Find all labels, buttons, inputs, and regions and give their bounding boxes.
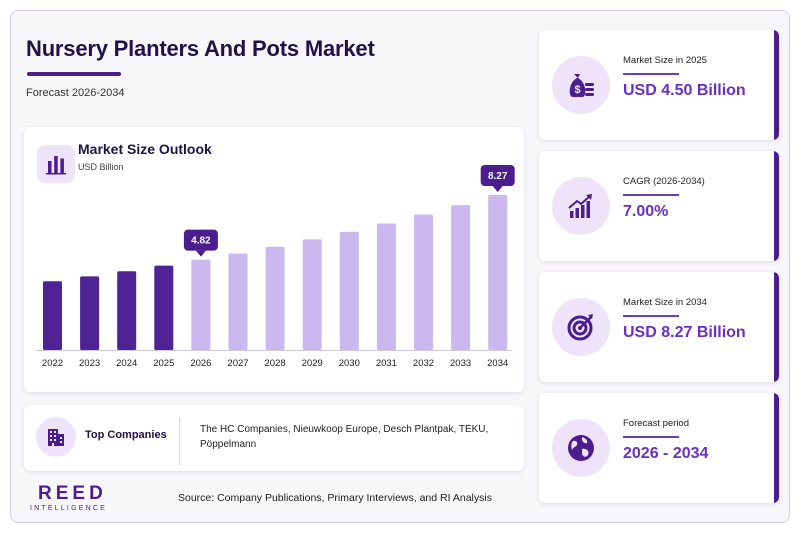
stat-label: Market Size in 2025 (623, 55, 707, 66)
stat-value: 2026 - 2034 (623, 445, 709, 462)
bar-2028 (265, 246, 285, 350)
x-tick-label: 2027 (227, 358, 248, 369)
source-note: Source: Company Publications, Primary In… (178, 492, 492, 504)
stat-value: USD 8.27 Billion (623, 324, 746, 341)
title-underline (27, 72, 121, 76)
card-accent-bar (774, 151, 779, 261)
x-tick-label: 2024 (116, 358, 137, 369)
x-tick-label: 2023 (79, 358, 100, 369)
data-label: 4.82 (191, 236, 211, 247)
chart-title: Market Size Outlook (78, 141, 212, 157)
bar-2029 (302, 239, 322, 350)
divider (179, 417, 180, 465)
building-icon (36, 417, 76, 457)
svg-text:$: $ (574, 84, 580, 96)
x-tick-label: 2028 (265, 358, 286, 369)
chart-unit-label: USD Billion (78, 162, 124, 172)
stat-label: Forecast period (623, 418, 690, 429)
bar-2022 (43, 281, 62, 350)
bar-chart: 2022 2023 2024 2025 2026 4.82 2027 2028 2029 2030… (36, 165, 515, 369)
bar-2026 (191, 259, 211, 350)
callout-box (183, 229, 218, 251)
logo-tagline: INTELLIGENCE (30, 505, 107, 512)
x-tick-label: 2033 (450, 358, 471, 369)
stat-label: CAGR (2026-2034) (623, 176, 705, 187)
callout-2034: 8.27 (480, 165, 515, 192)
bar-2034 (488, 195, 508, 350)
bar-2024 (117, 271, 137, 350)
x-tick-label: 2022 (42, 358, 63, 369)
data-label: 8.27 (488, 171, 508, 182)
page-subtitle: Forecast 2026-2034 (26, 87, 125, 99)
stat-card-forecast-period: Forecast period 2026 - 2034 (539, 393, 779, 503)
chart-card: Market Size Outlook USD Billion 2022 2023… (24, 127, 524, 392)
callout-pointer (492, 186, 503, 192)
stat-rule (623, 436, 679, 438)
money-bag-icon: $ (552, 56, 610, 114)
stat-rule (623, 315, 679, 317)
bar-2031 (376, 223, 396, 350)
logo-wordmark: REED (38, 483, 107, 504)
callout-box (480, 165, 515, 186)
stat-value: USD 4.50 Billion (623, 82, 746, 99)
callout-2026: 4.82 (183, 229, 218, 257)
stat-rule (623, 194, 679, 196)
stat-card-cagr: CAGR (2026-2034) 7.00% (539, 151, 779, 261)
stat-card-market-size-2034: Market Size in 2034 USD 8.27 Billion (539, 272, 779, 382)
bar-2027 (228, 253, 248, 350)
x-tick-label: 2031 (376, 358, 397, 369)
top-companies-label: Top Companies (85, 429, 167, 441)
x-tick-label: 2026 (190, 358, 211, 369)
bar-2025 (154, 265, 174, 350)
bar-2030 (339, 231, 359, 350)
stat-rule (623, 73, 679, 75)
x-tick-label: 2025 (153, 358, 174, 369)
card-accent-bar (774, 393, 779, 503)
x-tick-label: 2029 (302, 358, 323, 369)
x-tick-label: 2034 (487, 358, 508, 369)
top-companies-list: The HC Companies, Nieuwkoop Europe, Desc… (200, 424, 489, 450)
bar-2023 (80, 276, 100, 350)
bar-chart-icon (37, 145, 75, 183)
stat-card-market-size-2025: $ Market Size in 2025 USD 4.50 Billion (539, 30, 779, 140)
card-accent-bar (774, 30, 779, 140)
bar-2033 (451, 205, 471, 350)
x-tick-label: 2032 (413, 358, 434, 369)
target-icon (552, 298, 610, 356)
globe-icon (552, 419, 610, 477)
page-title: Nursery Planters And Pots Market (26, 36, 375, 61)
stat-value: 7.00% (623, 203, 669, 220)
callout-pointer (195, 250, 206, 257)
top-companies-card: Top Companies The HC Companies, Nieuwkoo… (24, 405, 524, 471)
growth-chart-icon (552, 177, 610, 235)
bar-2032 (414, 214, 433, 350)
card-accent-bar (774, 272, 779, 382)
x-tick-label: 2030 (339, 358, 360, 369)
stat-label: Market Size in 2034 (623, 297, 707, 308)
